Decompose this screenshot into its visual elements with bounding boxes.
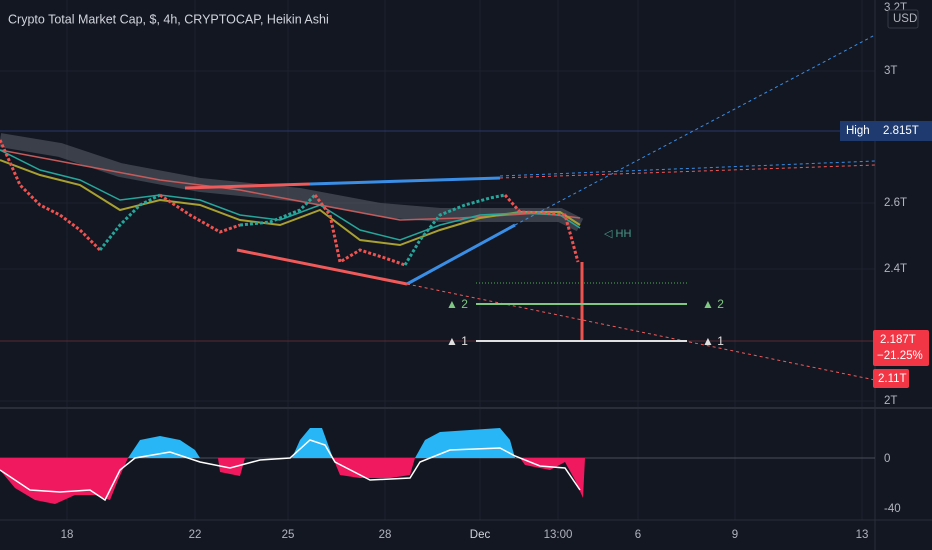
histogram-negative bbox=[520, 458, 585, 498]
price-tick-label: 3T bbox=[884, 65, 897, 77]
trend-line bbox=[236, 248, 408, 286]
indicator-tick-label: -40 bbox=[884, 503, 901, 515]
trend-line bbox=[184, 182, 311, 190]
high-value: 2.815T bbox=[883, 125, 919, 137]
price-path bbox=[98, 193, 161, 251]
histogram-positive bbox=[292, 428, 333, 458]
price-path bbox=[239, 193, 317, 227]
time-tick-label: 6 bbox=[635, 529, 641, 541]
price-tick-label: 2T bbox=[884, 395, 897, 407]
level-label: ▲ 2 bbox=[446, 297, 468, 311]
price-change: −21.25% bbox=[877, 350, 923, 362]
currency-button[interactable] bbox=[887, 9, 919, 29]
indicator-tick-label: 0 bbox=[884, 453, 890, 465]
signal-line bbox=[0, 439, 581, 502]
trend-extension bbox=[514, 34, 876, 226]
histogram-positive bbox=[128, 436, 200, 458]
high-tag bbox=[840, 121, 932, 141]
trend-line bbox=[406, 223, 516, 286]
price-path bbox=[313, 194, 406, 267]
trend-extension bbox=[499, 160, 876, 177]
time-tick-label: 18 bbox=[61, 529, 74, 541]
trend-extension bbox=[406, 283, 876, 381]
histogram-negative bbox=[333, 458, 415, 478]
price-tick-label: 2.6T bbox=[884, 197, 907, 209]
price-path bbox=[0, 139, 102, 252]
trend-line bbox=[309, 176, 501, 186]
price-path bbox=[503, 194, 580, 263]
price-tick-label: 2.4T bbox=[884, 263, 907, 275]
time-tick-label: 25 bbox=[282, 529, 295, 541]
time-tick-label: 22 bbox=[189, 529, 202, 541]
target-tag bbox=[873, 369, 909, 388]
time-tick-label: 13 bbox=[856, 529, 869, 541]
time-tick-label: 9 bbox=[732, 529, 738, 541]
marker-label: ◁ HH bbox=[604, 228, 631, 240]
level-label: ▲ 2 bbox=[702, 297, 724, 311]
time-tick-label: 28 bbox=[379, 529, 392, 541]
ma-line bbox=[0, 159, 581, 247]
ma-line bbox=[0, 149, 581, 241]
trend-extension bbox=[499, 164, 876, 179]
price-path bbox=[403, 193, 506, 266]
histogram-positive bbox=[415, 428, 515, 458]
target-price: 2.11T bbox=[878, 373, 907, 385]
level-label: ▲ 1 bbox=[702, 334, 724, 348]
histogram-negative bbox=[0, 458, 128, 504]
time-tick-label: Dec bbox=[470, 529, 491, 541]
ribbon bbox=[0, 133, 584, 232]
last-price-tag bbox=[873, 330, 929, 366]
time-tick-label: 13:00 bbox=[544, 529, 573, 541]
high-label: High bbox=[846, 125, 870, 137]
level-label: ▲ 1 bbox=[446, 334, 468, 348]
currency-label[interactable]: USD bbox=[893, 13, 917, 25]
last-price: 2.187T bbox=[880, 334, 916, 346]
price-path bbox=[159, 193, 241, 234]
chart-title: Crypto Total Market Cap, $, 4h, CRYPTOCA… bbox=[8, 12, 329, 26]
